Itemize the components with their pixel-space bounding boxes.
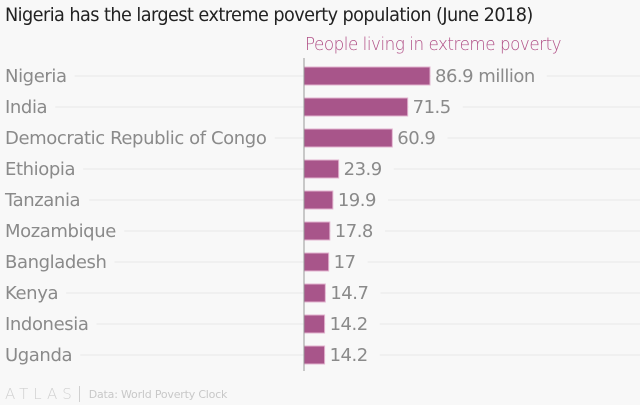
label-knockout bbox=[0, 188, 90, 212]
value-knockout bbox=[431, 64, 547, 88]
label-knockout bbox=[0, 250, 115, 274]
bar bbox=[303, 66, 431, 86]
label-knockout bbox=[0, 64, 75, 88]
category-label: Ethiopia bbox=[5, 159, 75, 180]
label-knockout bbox=[0, 126, 275, 150]
value-knockout bbox=[339, 157, 394, 181]
value-knockout bbox=[329, 250, 368, 274]
category-label: Democratic Republic of Congo bbox=[5, 128, 267, 149]
atlas-logo: ATLAS bbox=[5, 385, 77, 403]
source-note: Data: World Poverty Clock bbox=[88, 387, 228, 401]
bar bbox=[303, 252, 330, 272]
value-label: 17.8 bbox=[335, 221, 373, 242]
bar bbox=[303, 345, 326, 365]
value-label: 14.7 bbox=[330, 283, 368, 304]
bar bbox=[303, 190, 334, 210]
bar bbox=[303, 97, 409, 117]
value-knockout bbox=[408, 95, 463, 119]
value-knockout bbox=[326, 281, 381, 305]
label-knockout bbox=[0, 95, 56, 119]
footer: ATLAS Data: World Poverty Clock bbox=[5, 385, 227, 403]
bar bbox=[303, 159, 340, 179]
value-knockout bbox=[330, 219, 385, 243]
bar bbox=[303, 221, 331, 241]
category-label: India bbox=[5, 97, 47, 118]
category-label: Indonesia bbox=[5, 314, 88, 335]
value-label: 14.2 bbox=[330, 314, 368, 335]
chart-title: Nigeria has the largest extreme poverty … bbox=[5, 4, 533, 26]
value-label: 14.2 bbox=[330, 345, 368, 366]
bar bbox=[303, 314, 326, 334]
series-header: People living in extreme poverty bbox=[305, 34, 562, 55]
value-label: 19.9 bbox=[338, 190, 376, 211]
value-label: 23.9 bbox=[344, 159, 382, 180]
footer-divider bbox=[78, 386, 80, 402]
value-knockout bbox=[325, 343, 380, 367]
label-knockout bbox=[0, 343, 81, 367]
label-knockout bbox=[0, 281, 67, 305]
category-label: Nigeria bbox=[5, 66, 67, 87]
value-knockout bbox=[393, 126, 448, 150]
value-label: 86.9 million bbox=[435, 66, 535, 87]
category-label: Kenya bbox=[5, 283, 58, 304]
value-label: 17 bbox=[334, 252, 356, 273]
bar bbox=[303, 283, 326, 303]
value-label: 60.9 bbox=[397, 128, 435, 149]
bar-chart: Nigeria India Democratic Republic of Congo… bbox=[0, 58, 640, 371]
label-knockout bbox=[0, 312, 97, 336]
value-label: 71.5 bbox=[413, 97, 451, 118]
category-label: Bangladesh bbox=[5, 252, 107, 273]
bar bbox=[303, 128, 393, 148]
label-knockout bbox=[0, 219, 125, 243]
value-knockout bbox=[333, 188, 388, 212]
value-knockout bbox=[325, 312, 380, 336]
category-label: Uganda bbox=[5, 345, 72, 366]
category-label: Mozambique bbox=[5, 221, 116, 242]
label-knockout bbox=[0, 157, 84, 181]
category-label: Tanzania bbox=[4, 190, 80, 211]
